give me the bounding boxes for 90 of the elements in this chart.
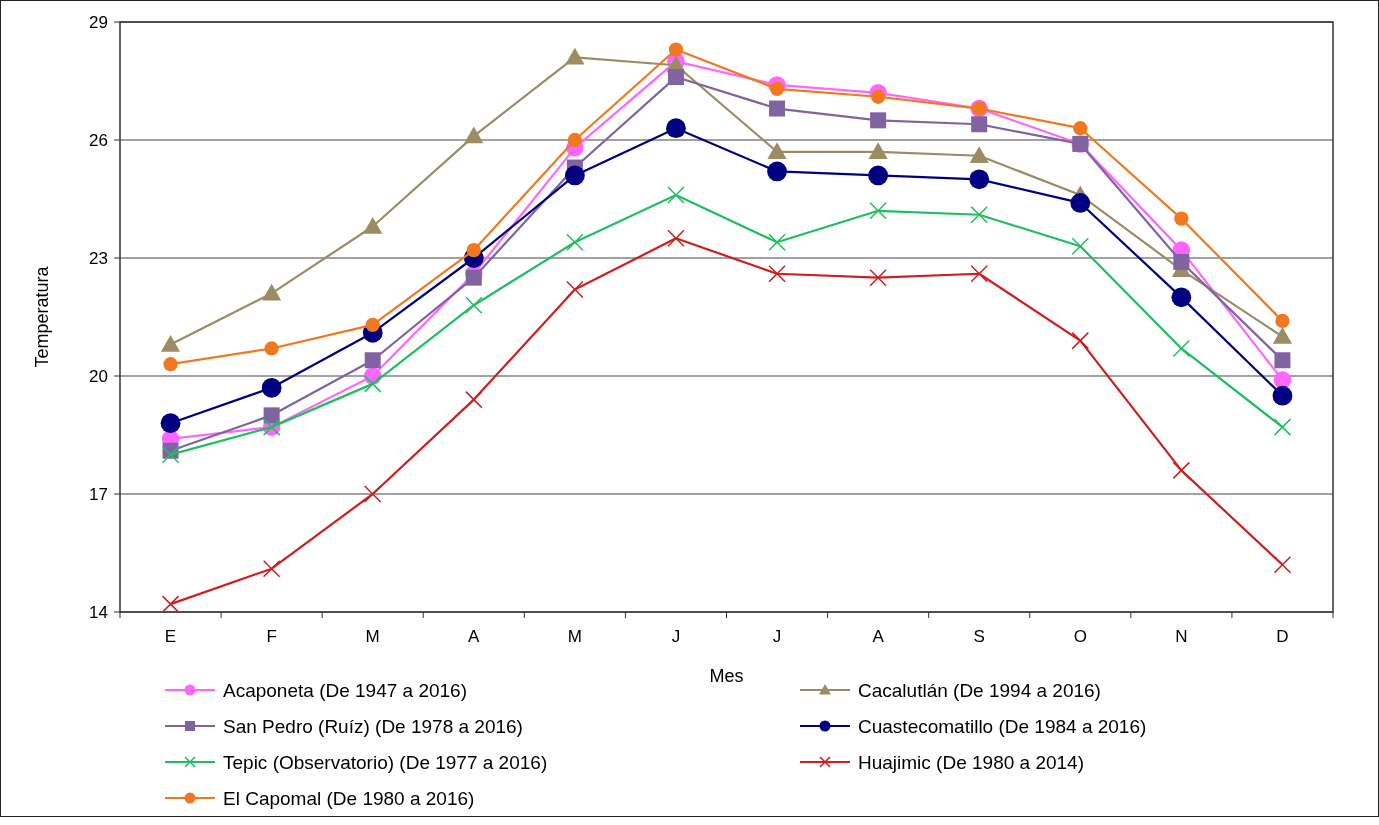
- point: [868, 165, 889, 186]
- point: [363, 375, 382, 393]
- point: [1273, 556, 1292, 574]
- point: [1172, 339, 1191, 358]
- point: [160, 413, 181, 434]
- point: [668, 42, 684, 57]
- y-tick-label: 26: [89, 130, 108, 150]
- point: [1071, 237, 1090, 255]
- y-tick-label: 20: [89, 366, 108, 386]
- point: [869, 268, 887, 287]
- point: [868, 142, 888, 159]
- point: [666, 118, 686, 139]
- point: [870, 89, 886, 104]
- x-axis-title: Mes: [709, 666, 744, 686]
- point: [769, 100, 786, 117]
- point: [566, 280, 584, 299]
- x-tick-label: F: [266, 627, 277, 646]
- x-tick-label: M: [365, 627, 380, 646]
- point: [566, 233, 584, 252]
- point: [870, 112, 887, 129]
- point: [1275, 313, 1290, 329]
- point: [970, 205, 988, 224]
- point: [1070, 193, 1091, 213]
- point: [264, 341, 279, 356]
- point: [1172, 461, 1191, 480]
- point: [465, 296, 483, 314]
- point: [465, 269, 482, 286]
- point: [364, 352, 381, 369]
- point: [1174, 211, 1189, 226]
- legend-label: Acaponeta (De 1947 a 2016): [223, 679, 468, 701]
- x-tick-label: J: [772, 627, 782, 646]
- point: [365, 317, 380, 333]
- x-tick-label: J: [671, 627, 681, 646]
- point: [363, 485, 382, 503]
- legend-label: Cuastecomatillo (De 1984 a 2016): [858, 715, 1147, 737]
- x-tick-label: M: [567, 627, 582, 646]
- point: [768, 264, 786, 283]
- point: [1071, 331, 1090, 350]
- x-tick-label: D: [1276, 627, 1289, 646]
- point: [564, 165, 585, 186]
- point: [363, 216, 383, 234]
- point: [161, 445, 180, 464]
- point: [869, 202, 887, 220]
- point: [567, 132, 583, 148]
- legend-label: Tepic (Observatorio) (De 1977 a 2016): [223, 751, 548, 773]
- point: [767, 161, 787, 182]
- x-tick-label: E: [164, 627, 177, 646]
- point: [466, 242, 481, 258]
- x-tick-label: O: [1073, 627, 1087, 646]
- point: [262, 283, 282, 301]
- point: [1073, 121, 1088, 136]
- x-tick-label: A: [468, 627, 481, 646]
- y-tick-label: 23: [89, 248, 108, 268]
- y-tick-label: 14: [89, 602, 108, 622]
- x-tick-label: S: [973, 627, 985, 646]
- y-tick-label: 17: [89, 484, 108, 504]
- point: [969, 169, 990, 190]
- point: [1272, 327, 1293, 344]
- point: [667, 186, 685, 204]
- point: [769, 81, 785, 97]
- point: [465, 390, 483, 409]
- legend-label: Huajimic (De 1980 a 2014): [858, 751, 1085, 773]
- point: [565, 47, 585, 65]
- point: [1273, 371, 1292, 389]
- point: [970, 264, 988, 283]
- point: [1272, 385, 1293, 406]
- y-axis-title: Temperatura: [32, 265, 52, 368]
- point: [969, 146, 989, 163]
- legend-label: San Pedro (Ruíz) (De 1978 a 2016): [223, 715, 523, 737]
- point: [1171, 287, 1192, 308]
- point: [667, 229, 685, 248]
- point: [1273, 418, 1292, 436]
- point: [161, 595, 180, 613]
- point: [160, 334, 181, 352]
- point: [261, 377, 282, 398]
- x-tick-label: A: [872, 627, 885, 646]
- y-tick-label: 29: [89, 12, 108, 32]
- point: [263, 407, 280, 424]
- point: [667, 69, 684, 86]
- point: [464, 126, 484, 144]
- point: [1274, 352, 1291, 369]
- point: [767, 142, 787, 159]
- point: [163, 357, 178, 372]
- x-tick-label: N: [1175, 627, 1188, 646]
- legend-label: Cacalutlán (De 1994 a 2016): [858, 679, 1101, 701]
- point: [262, 559, 281, 578]
- point: [971, 116, 988, 133]
- point: [1173, 253, 1190, 270]
- legend-label: El Capomal (De 1980 a 2016): [223, 787, 475, 809]
- point: [768, 233, 786, 252]
